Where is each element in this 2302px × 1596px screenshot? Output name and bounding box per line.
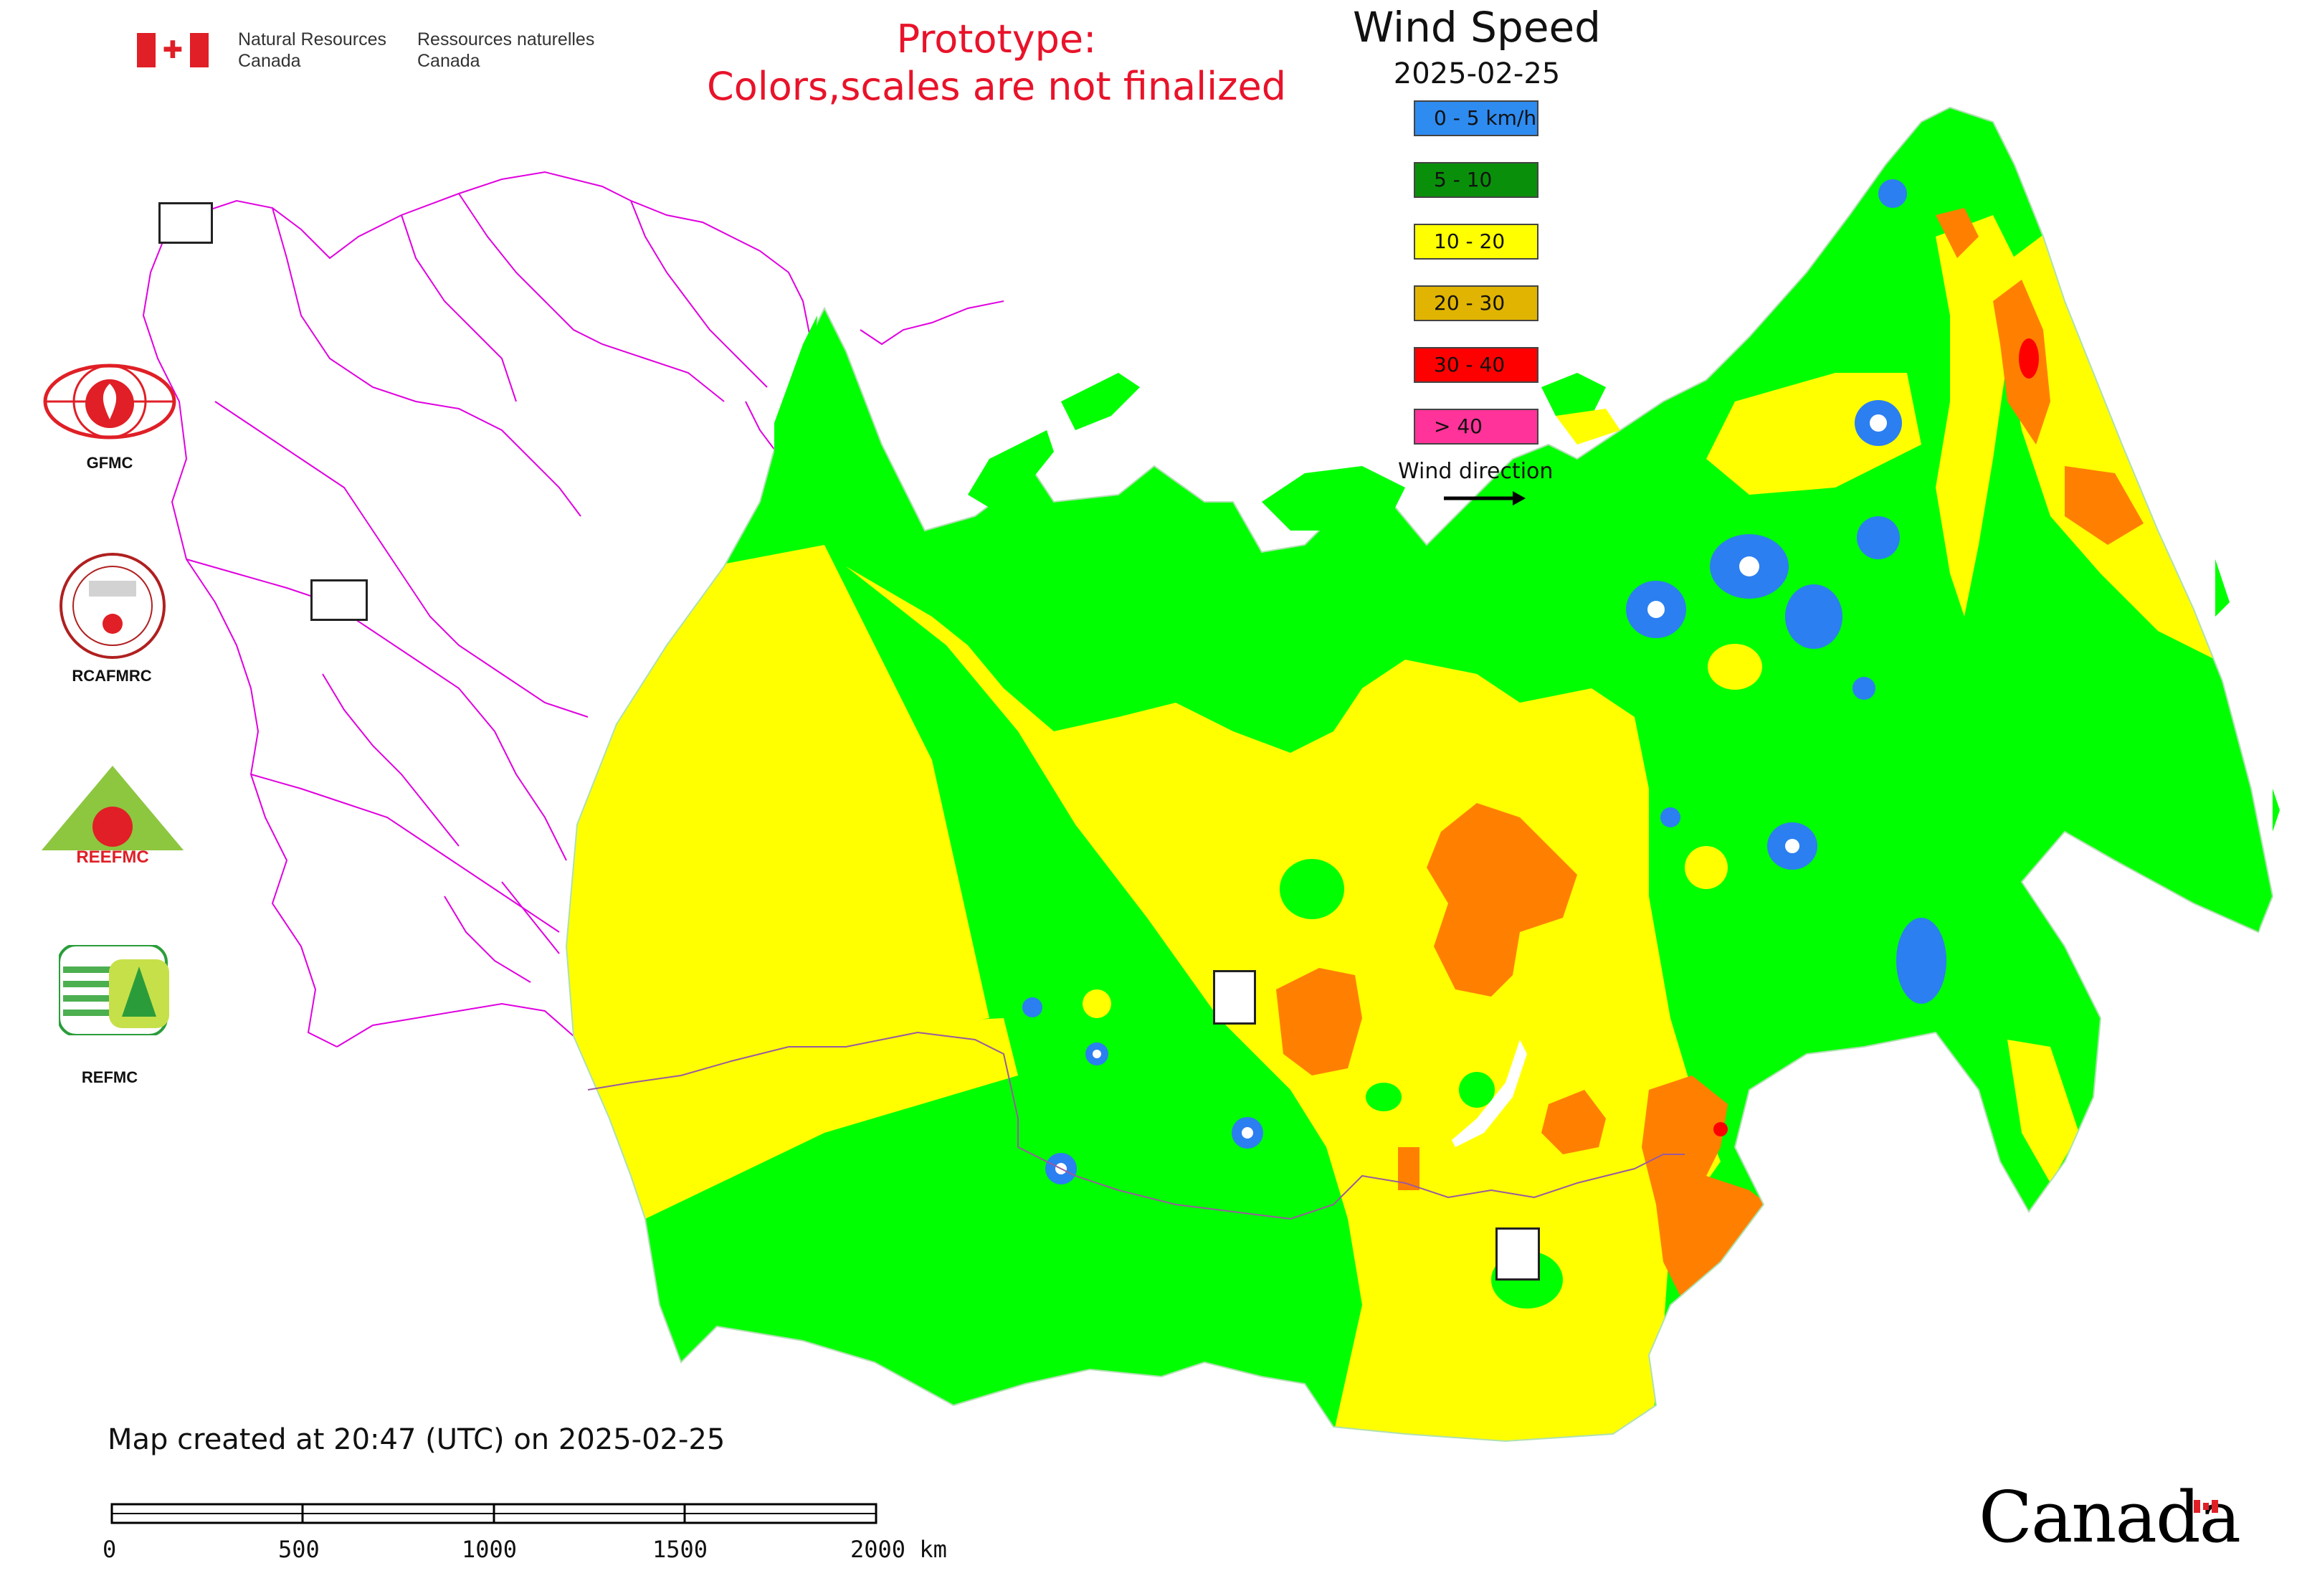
scale-tick-500: 500 xyxy=(278,1536,320,1563)
canada-wordmark: Canada xyxy=(1979,1477,2241,1559)
arctic-islands xyxy=(774,315,1620,595)
scale-tick-1500: 1500 xyxy=(652,1536,708,1563)
wind-direction-label: Wind direction xyxy=(1398,459,1554,484)
reefmc-logo: REEFMC xyxy=(37,766,188,867)
prototype-line2: Colors,scales are not finalized xyxy=(707,64,1286,109)
gfmc-emblem-icon xyxy=(43,364,176,440)
svg-text:REEFMC: REEFMC xyxy=(76,847,148,866)
prototype-line1: Prototype: xyxy=(896,16,1097,62)
legend-title: Wind Speed xyxy=(1352,3,1602,52)
scale-tick-2000: 2000 km xyxy=(850,1536,947,1563)
wind-direction-arrow-icon xyxy=(1444,491,1526,505)
legend-date: 2025-02-25 xyxy=(1393,57,1561,90)
agency-name-en: Natural Resources Canada xyxy=(238,29,386,72)
legend-swatch: 10 - 20 xyxy=(1414,224,1538,260)
rcafmrc-logo xyxy=(57,552,168,660)
refmc-label: REFMC xyxy=(81,1068,138,1086)
map-created-note: Map created at 20:47 (UTC) on 2025-02-25 xyxy=(108,1423,726,1456)
rcafmrc-small-marker[interactable] xyxy=(1495,1227,1540,1281)
admin-boundaries xyxy=(142,171,1004,1048)
rcafmrc-label: RCAFMRC xyxy=(72,667,152,685)
gfmc-label: GFMC xyxy=(86,454,133,472)
prototype-notice: Prototype: Colors,scales are not finaliz… xyxy=(645,16,1348,110)
legend-swatch: 20 - 30 xyxy=(1414,285,1538,321)
agency-en-line2: Canada xyxy=(238,51,301,71)
legend-swatch: 5 - 10 xyxy=(1414,162,1538,198)
legend-swatch: 30 - 40 xyxy=(1414,347,1538,383)
maple-leaf-icon: ✚ xyxy=(162,36,184,65)
pacific-islands xyxy=(2215,559,2280,932)
refmc-small-marker[interactable] xyxy=(1213,970,1256,1025)
reefmc-small-marker[interactable] xyxy=(310,579,368,621)
refmc-logo xyxy=(57,944,173,1037)
scale-tick-0: 0 xyxy=(103,1536,117,1563)
canada-flag: ✚ xyxy=(137,33,209,67)
agency-en-line1: Natural Resources xyxy=(238,29,387,49)
rcafmrc-emblem-icon xyxy=(60,553,166,659)
reefmc-emblem-icon: REEFMC xyxy=(37,766,188,867)
wordmark-flag-icon xyxy=(2194,1500,2218,1513)
scale-tick-1000: 1000 xyxy=(462,1536,518,1563)
legend-swatch: > 40 xyxy=(1414,409,1538,445)
border-line xyxy=(587,1031,1685,1220)
agency-name-fr: Ressources naturelles Canada xyxy=(417,29,594,72)
gfmc-small-marker[interactable] xyxy=(158,202,213,244)
legend-swatch: 0 - 5 km/h xyxy=(1414,100,1538,136)
gfmc-logo xyxy=(42,362,178,441)
refmc-emblem-icon xyxy=(57,944,169,1037)
scale-bar xyxy=(110,1503,877,1524)
agency-fr-line1: Ressources naturelles xyxy=(417,29,595,49)
agency-fr-line2: Canada xyxy=(417,51,480,71)
